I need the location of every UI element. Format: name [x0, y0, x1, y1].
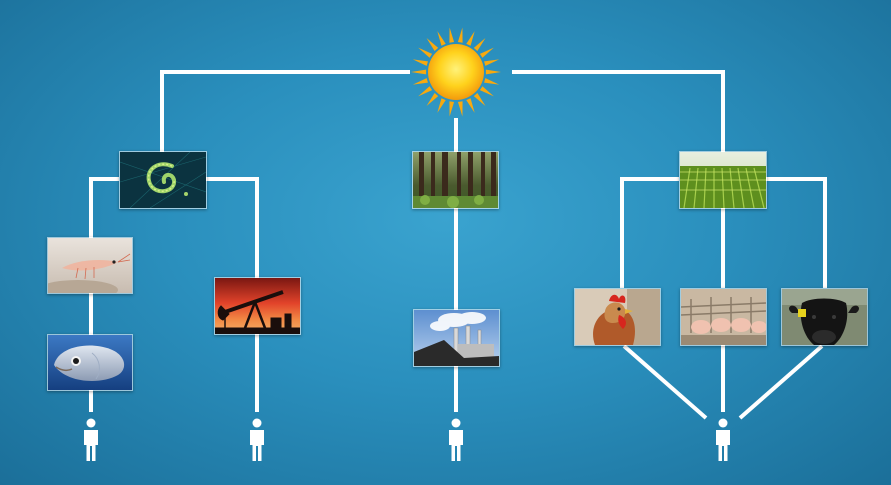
sun-ray: [437, 98, 446, 113]
krill-image: [47, 237, 133, 294]
cow-image: [781, 288, 868, 346]
sun-ray: [484, 78, 500, 85]
person-icon: [446, 418, 466, 462]
chicken-image: [574, 288, 661, 346]
person-icon: [713, 418, 733, 462]
sun-ray: [485, 69, 501, 75]
corn-field-image: [679, 151, 767, 209]
sun-ray: [412, 78, 428, 85]
plankton-image: [119, 151, 207, 209]
chicken-to-person-line: [622, 344, 708, 420]
pigs-image: [680, 288, 767, 346]
sun-ray: [466, 31, 475, 46]
fish-image: [47, 334, 133, 391]
corn-to-cow-line: [765, 177, 827, 288]
sun-ray: [457, 27, 463, 43]
oil-pump-image: [214, 277, 301, 335]
sun-ray: [473, 93, 486, 107]
sun-ray: [449, 27, 455, 43]
forest-image: [412, 151, 499, 209]
sun-to-corn-line: [512, 70, 725, 152]
coal-power-plant-image: [413, 309, 500, 367]
plankton-to-krill-line: [89, 177, 119, 238]
sun-ray: [466, 98, 475, 113]
sun-ray: [412, 59, 428, 66]
plankton-to-oil-line: [206, 177, 259, 278]
sun-ray: [484, 59, 500, 66]
sun-ray: [411, 69, 427, 75]
sun-ray: [426, 37, 439, 51]
cow-to-person-line: [738, 344, 824, 420]
corn-to-chicken-line: [620, 177, 679, 288]
sun-ray: [437, 31, 446, 46]
sun-ray: [418, 86, 433, 97]
sun-ray: [473, 37, 486, 51]
person-icon: [81, 418, 101, 462]
sun-icon: [410, 26, 502, 118]
sun-to-plankton-line: [160, 70, 410, 152]
sun-ray: [426, 93, 439, 107]
person-icon: [247, 418, 267, 462]
sun-ray: [418, 47, 433, 58]
sun-ray: [449, 101, 455, 117]
sun-ray: [479, 47, 494, 58]
sun-ray: [479, 86, 494, 97]
sun-ray: [457, 101, 463, 117]
